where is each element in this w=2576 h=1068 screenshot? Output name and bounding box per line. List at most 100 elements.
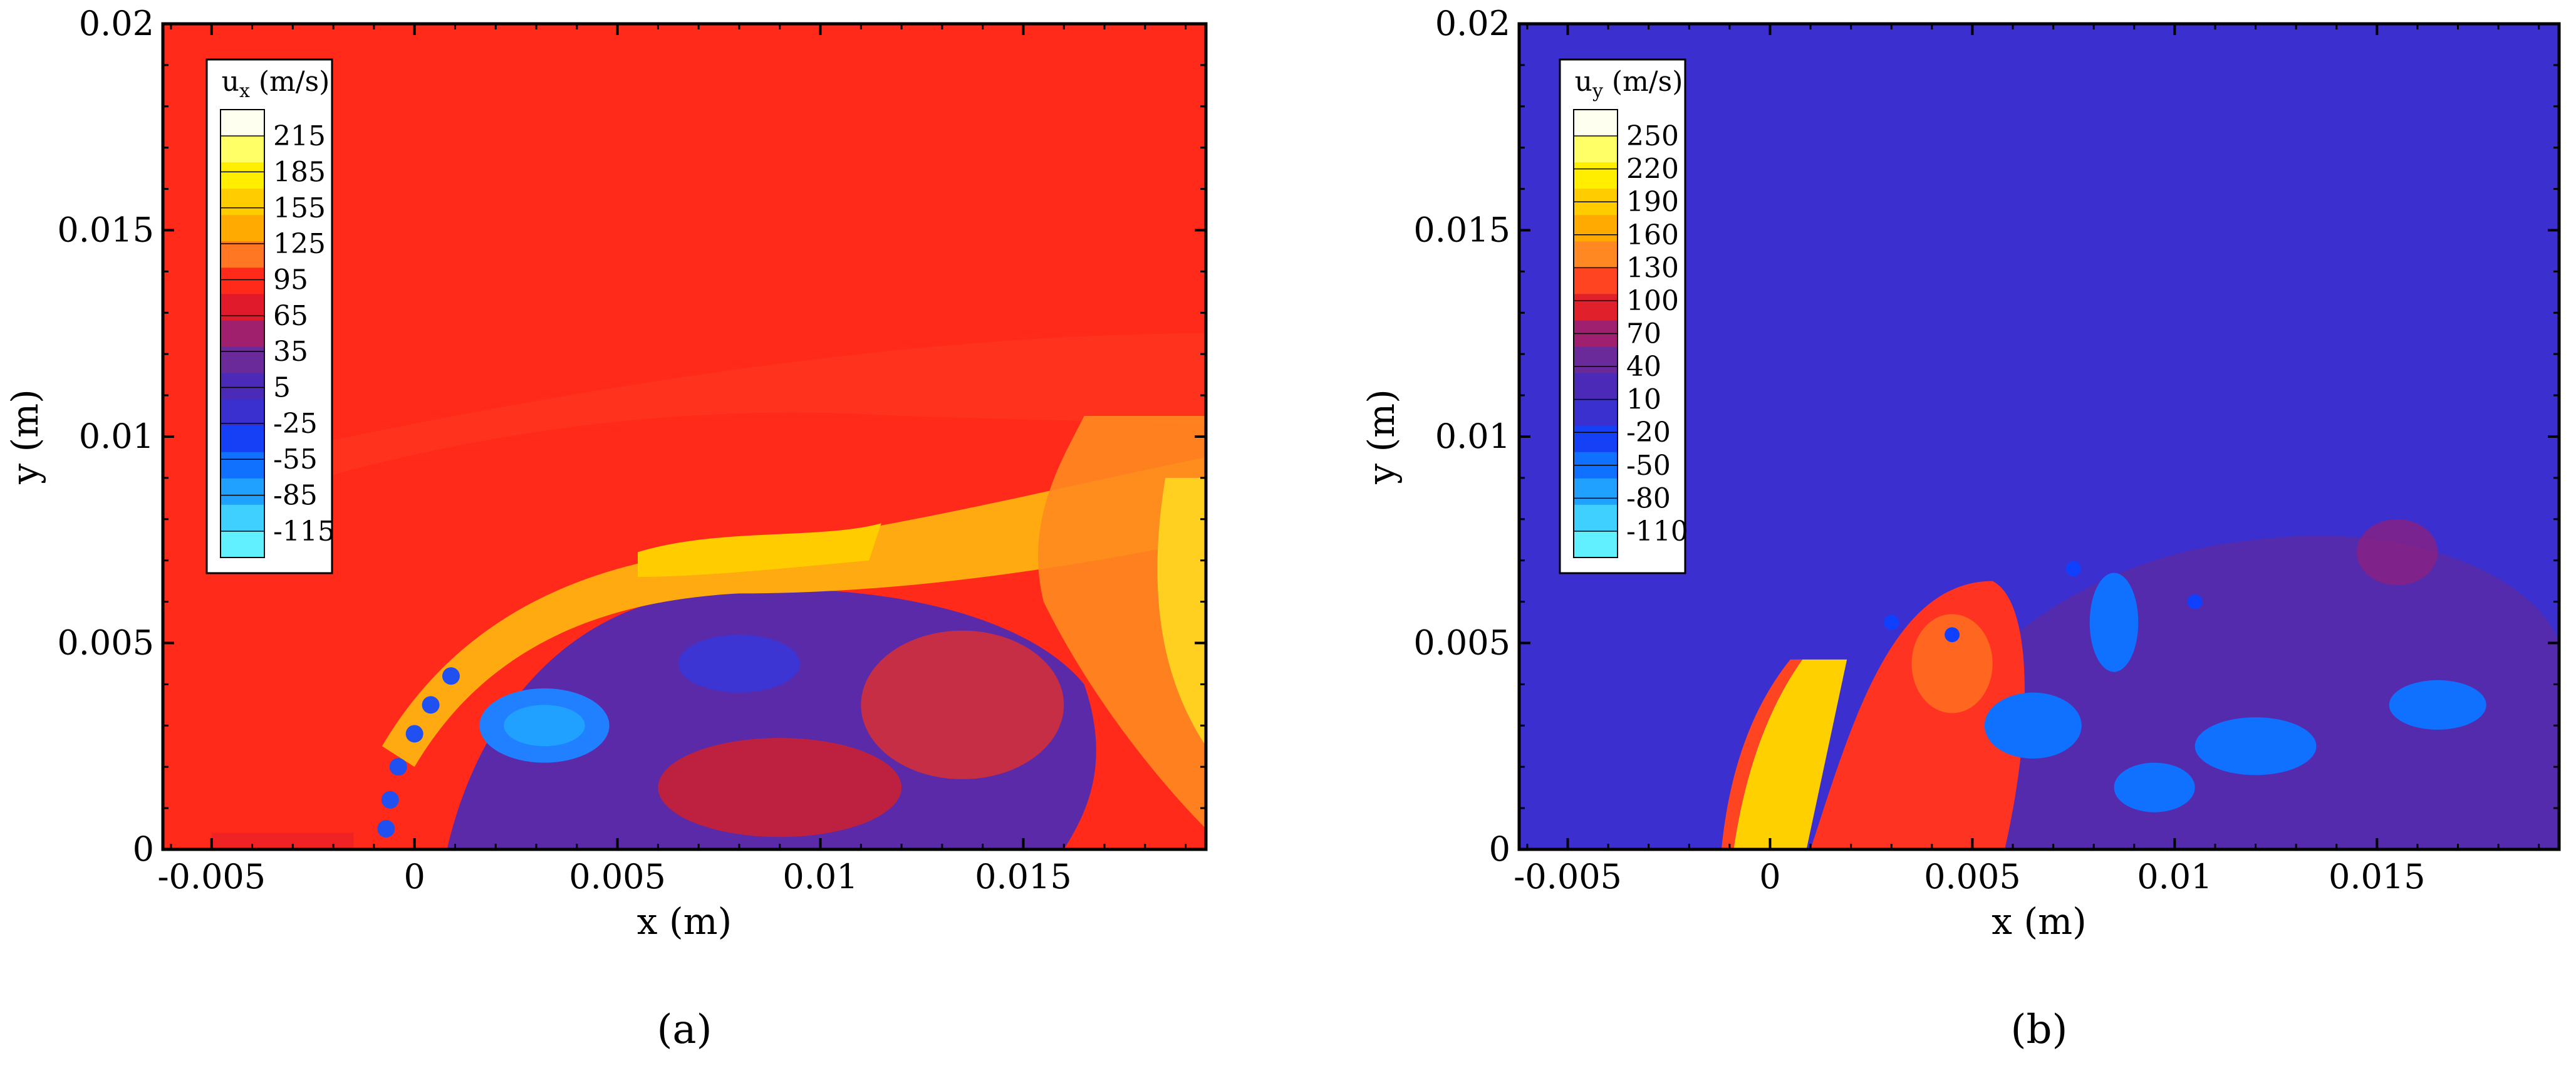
- colorbar-swatch: [1574, 399, 1618, 427]
- colorbar-swatch: [221, 241, 264, 268]
- colorbar-swatch: [1574, 241, 1618, 268]
- contour-plot-a: [163, 24, 1206, 849]
- colorbar-label: 100: [1626, 285, 1679, 317]
- colorbar-swatch: [1574, 267, 1618, 294]
- colorbar-label: -20: [1626, 417, 1671, 448]
- vortex: [442, 667, 460, 685]
- mixed-region: [2357, 519, 2438, 586]
- colorbar-swatch: [221, 215, 264, 242]
- y-tick-label: 0.015: [1413, 210, 1510, 250]
- colorbar-label: 220: [1626, 153, 1679, 185]
- colorbar-label: 35: [273, 336, 308, 368]
- colorbar-swatch: [221, 478, 264, 505]
- x-tick-label: 0: [403, 857, 425, 896]
- colorbar-label: 215: [273, 120, 326, 152]
- contour-plot-b: [1519, 24, 2559, 849]
- vortex: [405, 725, 423, 743]
- vortex: [1884, 614, 1899, 630]
- y-tick-label: 0.02: [79, 4, 154, 43]
- colorbar-title-unit: (m/s): [250, 66, 330, 98]
- jet-edge: [1721, 659, 1803, 849]
- y-axis-label-b: y (m): [1360, 389, 1403, 484]
- colorbar-title-symbol: u: [222, 66, 239, 98]
- x-tick-label: 0.015: [2329, 857, 2426, 896]
- colorbar-swatch: [1574, 110, 1618, 137]
- colorbar-swatch: [1574, 425, 1618, 453]
- colorbar-label: 95: [273, 264, 308, 296]
- colorbar-label: -80: [1626, 482, 1671, 514]
- panel-b: -0.005 0 0.005 0.01 0.01500.0050.010.0150.02…: [1360, 4, 2561, 1053]
- colorbar-swatch: [221, 504, 264, 532]
- colorbar-outline: [220, 109, 265, 558]
- colorbar-title: uy (m/s): [1575, 66, 1683, 102]
- colorbar-title: ux (m/s): [222, 66, 330, 102]
- colorbar-swatch: [1574, 504, 1618, 532]
- colorbar-label: -85: [273, 480, 318, 512]
- negative-region: [2114, 762, 2195, 812]
- x-axis-label-b: x (m): [1992, 900, 2086, 943]
- negative-region: [2389, 680, 2486, 730]
- x-axis-label-a: x (m): [637, 900, 732, 943]
- colorbar-label: 160: [1626, 219, 1679, 251]
- reverse-flow-core: [504, 705, 585, 747]
- panel-label-a: (a): [657, 1007, 712, 1053]
- colorbar-title-subscript: x: [239, 80, 250, 102]
- colorbar-swatch: [1574, 478, 1618, 505]
- mixed-region: [658, 738, 902, 837]
- x-tick-label: 0.01: [782, 857, 858, 896]
- shear-layer: [382, 457, 1206, 767]
- colorbar-label: 190: [1626, 186, 1679, 218]
- y-tick-label: 0: [1489, 829, 1510, 869]
- colorbar-label: 40: [1626, 351, 1661, 383]
- x-tick-label: 0.015: [975, 857, 1072, 896]
- colorbar-swatch: [221, 452, 264, 479]
- vortex: [381, 791, 399, 809]
- colorbar-swatch: [221, 320, 264, 348]
- colorbar-swatch: [221, 346, 264, 374]
- shear-layer-right-peak: [1157, 477, 1206, 747]
- colorbar-label: -115: [273, 516, 335, 547]
- mixed-region: [861, 630, 1064, 779]
- colorbar-label: 65: [273, 300, 308, 332]
- panel-a: -0.005 0 0.005 0.01 0.01500.0050.010.0150.02…: [4, 4, 1208, 1053]
- colorbar-swatch: [221, 373, 264, 400]
- jet: [1733, 659, 1847, 849]
- y-tick-label: 0.02: [1435, 4, 1510, 43]
- colorbar-a: ux (m/s) 215 185 155 125 95 65 35 5 -25-55 -85 -115: [205, 58, 335, 574]
- x-tick-label: 0: [1759, 857, 1780, 896]
- shear-layer-peak: [637, 523, 881, 578]
- colorbar-swatch: [221, 189, 264, 215]
- colorbar-swatch: [1574, 136, 1618, 163]
- colorbar-swatch: [1574, 162, 1618, 189]
- y-tick-label: 0.01: [79, 417, 154, 456]
- y-tick-label: 0: [133, 829, 154, 869]
- x-tick-label: -0.005: [157, 857, 266, 896]
- vortex: [2187, 594, 2203, 609]
- colorbar-label: -55: [273, 443, 318, 475]
- y-tick-label: 0.01: [1435, 417, 1510, 456]
- colorbar-label: 5: [273, 372, 291, 404]
- colorbar-swatch: [1574, 294, 1618, 321]
- colorbar-label: 130: [1626, 252, 1679, 284]
- vortex: [422, 696, 440, 714]
- colorbar-swatch: [221, 136, 264, 163]
- colorbar-b: uy (m/s) 250220190160130100704010-20-50-8…: [1559, 58, 1688, 574]
- negative-region: [2194, 717, 2317, 775]
- vortex: [2065, 561, 2081, 576]
- y-tick-label: 0.005: [57, 623, 154, 663]
- colorbar-title-subscript: y: [1592, 80, 1603, 102]
- colorbar-swatch: [221, 531, 264, 558]
- y-tick-label: 0.015: [57, 210, 154, 250]
- mixed-region: [1851, 536, 2559, 849]
- colorbar-swatch: [1574, 531, 1618, 558]
- negative-region: [1984, 692, 2082, 759]
- colorbar-label: 70: [1626, 318, 1661, 350]
- y-tick-label: 0.005: [1413, 623, 1510, 663]
- colorbar-label: 10: [1626, 384, 1661, 416]
- colorbar-title-unit: (m/s): [1603, 66, 1683, 98]
- colorbar-label: 185: [273, 156, 326, 188]
- x-tick-label: 0.005: [569, 857, 666, 896]
